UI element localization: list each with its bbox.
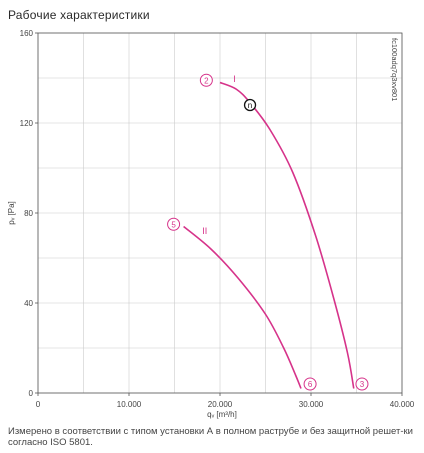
point-marker-label: 2: [204, 76, 209, 85]
footnote: Измерено в соответствии с типом установк…: [8, 426, 413, 448]
x-tick-label: 10.000: [117, 400, 142, 409]
y-tick-label: 0: [29, 389, 34, 398]
operating-point-label: n: [248, 101, 252, 110]
point-marker-label: 5: [171, 220, 176, 229]
x-tick-label: 0: [36, 400, 41, 409]
point-marker-5: [167, 217, 181, 231]
series-line-i: [219, 81, 355, 389]
point-markers: 2 3 5 6 n: [167, 73, 369, 391]
y-tick-labels: 0 40 80 120 160: [20, 29, 38, 398]
operating-point-marker: [243, 98, 257, 112]
x-tick-label: 20.000: [208, 400, 233, 409]
x-tick-label: 40.000: [390, 400, 415, 409]
x-axis-label: qᵥ [m³/h]: [207, 410, 237, 419]
chart-code-label: fc100adq7q3xv801: [390, 38, 399, 101]
chart-title: Рабочие характеристики: [8, 8, 150, 22]
point-marker-6: [303, 377, 317, 391]
grid-layer: [37, 32, 403, 394]
y-tick-label: 80: [24, 209, 33, 218]
y-axis-label: pᵥ [Pa]: [7, 201, 16, 224]
x-tick-label: 30.000: [299, 400, 324, 409]
series-line-ii: [183, 225, 302, 389]
series-label-ii: II: [202, 226, 207, 236]
x-tick-labels: 0 10.000 20.000 30.000 40.000: [36, 393, 415, 409]
series-label-i: I: [233, 74, 236, 84]
y-tick-label: 160: [20, 29, 34, 38]
series-layer: III: [183, 74, 355, 389]
point-marker-label: 3: [360, 380, 365, 389]
y-tick-label: 40: [24, 299, 33, 308]
point-marker-3: [355, 377, 369, 391]
point-marker-2: [199, 73, 213, 87]
point-marker-label: 6: [308, 380, 313, 389]
y-tick-label: 120: [20, 119, 34, 128]
